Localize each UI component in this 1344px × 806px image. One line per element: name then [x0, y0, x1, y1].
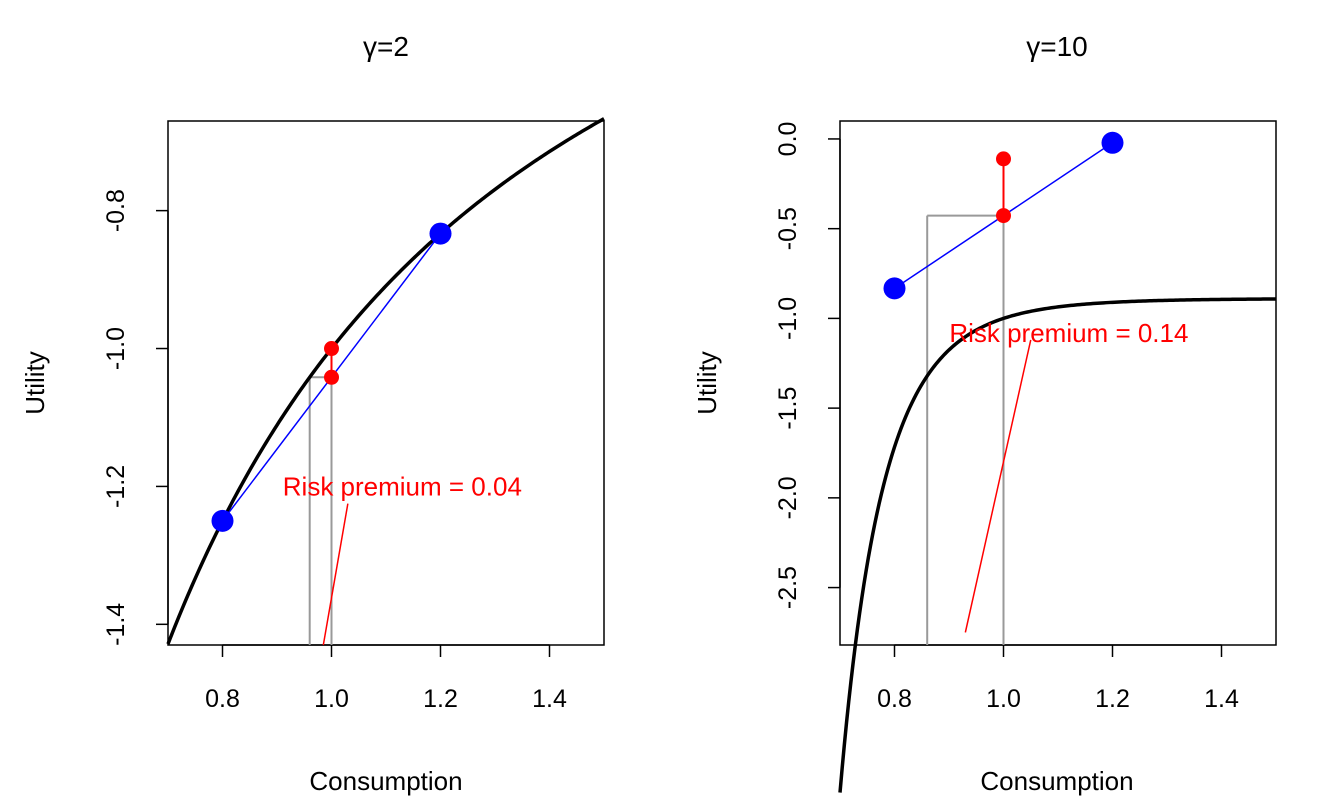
- y-axis-label: Utility: [692, 351, 722, 415]
- mean-point: [996, 208, 1011, 224]
- chart-title: γ=2: [363, 31, 409, 62]
- utility-curve: [166, 117, 605, 645]
- plot-frame: [167, 120, 605, 646]
- chart-title: γ=10: [1026, 31, 1088, 62]
- y-tick-label: -2.0: [774, 476, 802, 519]
- x-axis-label: Consumption: [980, 766, 1133, 796]
- x-axis: 0.8 1.0 1.2 1.4: [877, 644, 1239, 713]
- panel-gamma-10: γ=10 Consumption Utility 0.8 1.0 1.2 1.4 -2.…: [692, 31, 1277, 796]
- mean-point: [996, 151, 1011, 167]
- x-tick-label: 1.4: [532, 685, 567, 713]
- y-tick-label: -2.5: [774, 566, 802, 609]
- y-tick-label: -1.2: [102, 465, 130, 508]
- x-tick-label: 1.0: [986, 685, 1021, 713]
- plot-frame: [839, 120, 1277, 646]
- y-tick-label: -1.4: [102, 603, 130, 646]
- lottery-point: [429, 222, 452, 245]
- y-axis: -1.4 -1.2 -1.0 -0.8: [102, 189, 169, 646]
- risk-premium-annotation: Risk premium = 0.14: [949, 318, 1188, 348]
- x-tick-label: 1.2: [1095, 685, 1130, 713]
- y-tick-label: -0.8: [102, 189, 130, 232]
- lottery-point: [1101, 131, 1124, 154]
- x-tick-label: 1.4: [1204, 685, 1239, 713]
- y-tick-label: -1.5: [774, 387, 802, 430]
- plot-area: 0.8 1.0 1.2 1.4 -2.5 -2.0 -1.5 -1.0 -0.5 0.0: [774, 120, 1277, 793]
- y-tick-label: 0.0: [774, 122, 802, 157]
- y-axis: -2.5 -2.0 -1.5 -1.0 -0.5 0.0: [774, 122, 841, 609]
- mean-point: [324, 369, 339, 385]
- x-axis-label: Consumption: [309, 766, 462, 796]
- lottery-point: [883, 277, 906, 300]
- mean-point: [324, 341, 339, 357]
- y-tick-label: -1.0: [774, 297, 802, 340]
- risk-premium-pointer: [964, 339, 1032, 633]
- y-axis-label: Utility: [20, 351, 50, 415]
- x-tick-label: 0.8: [877, 685, 912, 713]
- risk-premium-pointer: [322, 503, 349, 646]
- lottery-point: [211, 509, 234, 532]
- x-axis: 0.8 1.0 1.2 1.4: [205, 644, 567, 713]
- x-tick-label: 1.2: [423, 685, 458, 713]
- y-tick-label: -1.0: [102, 327, 130, 370]
- plot-area: 0.8 1.0 1.2 1.4 -1.4 -1.2 -1.0 -0.8: [102, 117, 605, 713]
- x-tick-label: 0.8: [205, 685, 240, 713]
- y-tick-label: -0.5: [774, 207, 802, 250]
- x-tick-label: 1.0: [314, 685, 349, 713]
- risk-premium-annotation: Risk premium = 0.04: [283, 471, 522, 501]
- panel-gamma-2: γ=2 Consumption Utility 0.8 1.0 1.2 1.4 -1.4…: [20, 31, 605, 796]
- utility-curve: [838, 297, 1277, 793]
